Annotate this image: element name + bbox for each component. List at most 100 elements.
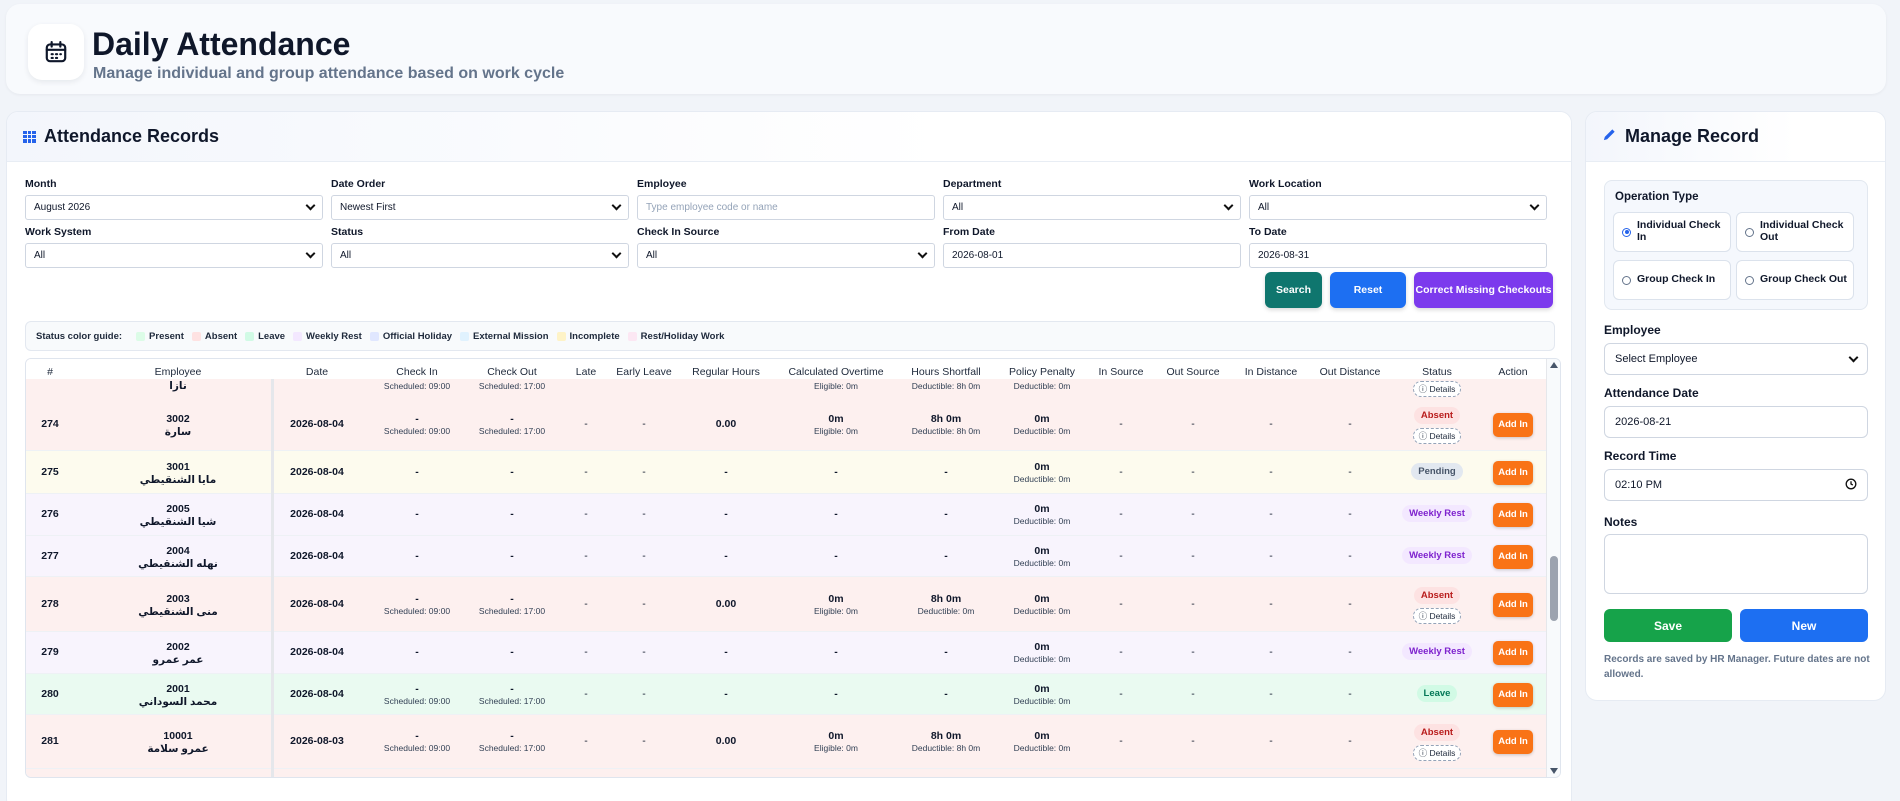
reset-button[interactable]: Reset	[1330, 272, 1406, 308]
details-button[interactable]: ⓘ Details	[1412, 608, 1462, 624]
option-label: Group Check Out	[1760, 273, 1847, 286]
radio-icon[interactable]	[1745, 227, 1754, 237]
table-cell: 278	[26, 598, 110, 610]
employee-name: عمر عمرو	[152, 654, 204, 666]
radio-selected-icon[interactable]	[1622, 227, 1631, 237]
clock-icon[interactable]	[1845, 478, 1857, 493]
manage-panel-header: Manage Record	[1586, 112, 1885, 162]
filter-input[interactable]: 2026-08-31	[1249, 243, 1547, 268]
table-cell: -	[776, 550, 896, 562]
filter-select[interactable]: Newest First	[331, 195, 629, 220]
filter-employee: Employee Type employee code or name	[637, 178, 935, 220]
table-cell: Add In	[1453, 593, 1560, 617]
details-button[interactable]: ⓘ Details	[1412, 381, 1462, 397]
column-header: Status	[1422, 366, 1452, 378]
filter-department: Department All	[943, 178, 1241, 220]
new-button[interactable]: New	[1740, 609, 1868, 642]
option-individual-check-out[interactable]: Individual Check Out	[1736, 212, 1854, 252]
filter-month: Month August 2026	[25, 178, 323, 220]
table-cell: 0m Deductible: 0m	[982, 413, 1102, 436]
employee-name: سارة	[164, 426, 192, 438]
table-cell: 2002 عمر عمرو	[118, 641, 238, 666]
filter-input[interactable]: Type employee code or name	[637, 195, 935, 220]
table-row: 274 3002 سارة 2026-08-04- Scheduled: 09:00- S…	[26, 399, 1546, 451]
early-leave: -	[642, 735, 646, 747]
scroll-up-icon[interactable]	[1550, 362, 1558, 368]
option-label: Group Check In	[1637, 273, 1716, 286]
radio-icon[interactable]	[1745, 275, 1754, 285]
add-in-button[interactable]: Add In	[1493, 413, 1533, 437]
correct-missing-checkouts-button[interactable]: Correct Missing Checkouts	[1414, 272, 1553, 308]
filter-select[interactable]: All	[331, 243, 629, 268]
option-group-check-in[interactable]: Group Check In	[1613, 260, 1731, 300]
table-cell: - Scheduled: 09:00	[357, 683, 477, 706]
filter-select[interactable]: August 2026	[25, 195, 323, 220]
record-time-input[interactable]: 02:10 PM	[1604, 469, 1868, 501]
add-in-button[interactable]: Add In	[1493, 683, 1533, 707]
check-out: -	[510, 730, 514, 742]
table-cell: Add In	[1453, 461, 1560, 485]
filter-select[interactable]: All	[25, 243, 323, 268]
attendance-date-value: 2026-08-21	[1615, 416, 1672, 428]
table-cell: -	[666, 550, 786, 562]
add-in-button[interactable]: Add In	[1493, 545, 1533, 569]
table-cell: 3001 مايا الشنقيطي	[118, 461, 238, 486]
overtime-eligible: Eligible: 0m	[814, 381, 858, 391]
row-date: 2026-08-04	[290, 688, 344, 700]
table-cell: -	[1211, 735, 1331, 747]
row-date: 2026-08-04	[290, 550, 344, 562]
option-group-check-out[interactable]: Group Check Out	[1736, 260, 1854, 300]
table-cell: -	[666, 646, 786, 658]
legend-swatch	[369, 331, 379, 341]
employee-select[interactable]: Select Employee	[1604, 343, 1868, 375]
filter-select[interactable]: All	[637, 243, 935, 268]
calendar-icon	[28, 24, 84, 80]
filter-work-location: Work Location All	[1249, 178, 1547, 220]
table-cell: -	[1290, 466, 1410, 478]
add-in-button[interactable]: Add In	[1493, 730, 1533, 754]
attendance-date-label: Attendance Date	[1604, 386, 1699, 400]
notes-textarea[interactable]	[1604, 534, 1868, 594]
hours-shortfall: -	[944, 688, 948, 700]
employee-name: مايا الشنقيطي	[139, 474, 217, 486]
filter-input[interactable]: 2026-08-01	[943, 243, 1241, 268]
filter-select[interactable]: All	[1249, 195, 1547, 220]
table-cell: -	[584, 550, 704, 562]
policy-penalty: 0m	[1034, 730, 1050, 742]
in-source: -	[1119, 688, 1123, 700]
table-cell: -	[584, 508, 704, 520]
legend-item-label: Incomplete	[569, 330, 620, 342]
option-individual-check-in[interactable]: Individual Check In	[1613, 212, 1731, 252]
in-distance: -	[1269, 598, 1273, 610]
hours-shortfall: 8h 0m	[930, 730, 962, 742]
details-button[interactable]: ⓘ Details	[1412, 745, 1462, 761]
add-in-button[interactable]: Add In	[1493, 641, 1533, 665]
early-leave: -	[642, 688, 646, 700]
penalty-deductible: Deductible: 0m	[1013, 654, 1071, 664]
scroll-down-icon[interactable]	[1550, 768, 1558, 774]
save-button[interactable]: Save	[1604, 609, 1732, 642]
table-scrollbar[interactable]	[1546, 359, 1560, 777]
search-button[interactable]: Search	[1265, 272, 1322, 308]
details-button[interactable]: ⓘ Details	[1412, 428, 1462, 444]
radio-icon[interactable]	[1622, 275, 1631, 285]
scrollbar-thumb[interactable]	[1550, 556, 1558, 621]
late: -	[584, 508, 588, 520]
filter-label: Department	[943, 178, 1002, 190]
add-in-button[interactable]: Add In	[1493, 461, 1533, 485]
penalty-deductible: Deductible: 0m	[1013, 558, 1071, 568]
attendance-date-input[interactable]: 2026-08-21	[1604, 406, 1868, 438]
table-cell: Weekly Rest	[1377, 505, 1497, 522]
table-cell: Deductible: 8h 0m	[886, 380, 1006, 391]
filter-select[interactable]: All	[943, 195, 1241, 220]
table-cell: -	[584, 688, 704, 700]
add-in-button[interactable]: Add In	[1493, 503, 1533, 527]
chevron-down-icon	[1529, 200, 1540, 211]
table-cell: -	[1061, 418, 1181, 430]
table-cell: -	[1211, 418, 1331, 430]
employee-code: 3001	[166, 461, 190, 473]
filter-value: 2026-08-31	[1258, 250, 1310, 261]
add-in-button[interactable]: Add In	[1493, 593, 1533, 617]
table-cell: Add In	[1453, 683, 1560, 707]
regular-hours: -	[724, 688, 728, 700]
